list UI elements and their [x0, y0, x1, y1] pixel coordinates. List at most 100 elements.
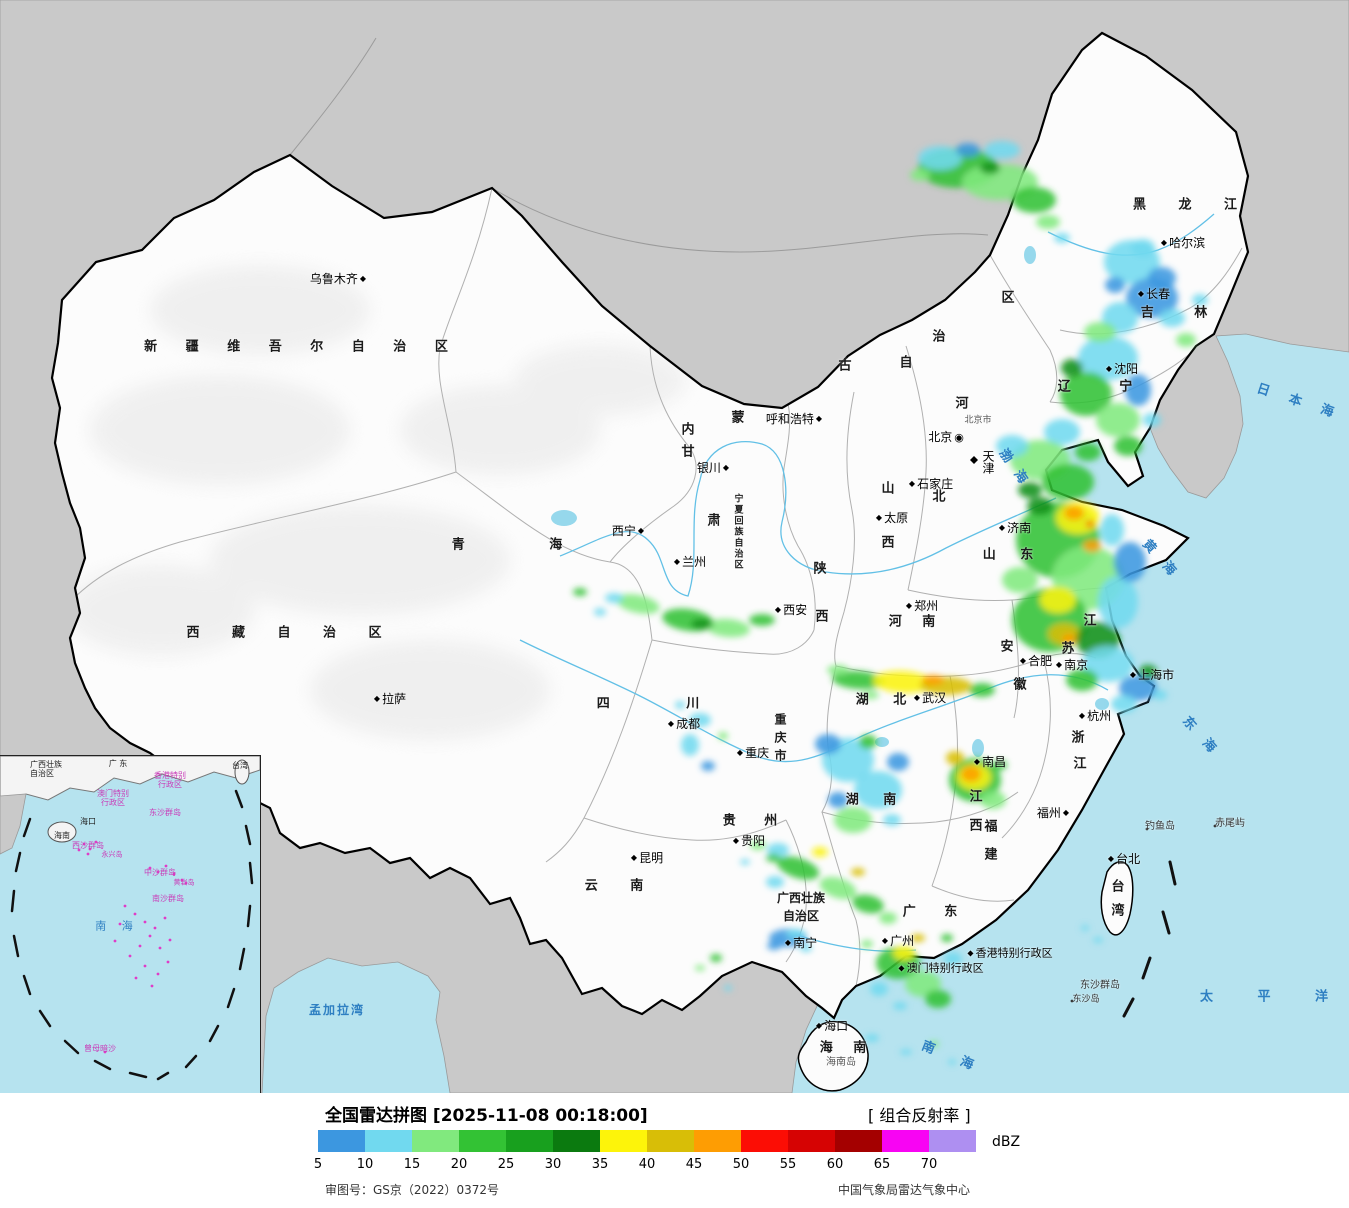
- inset-coast-land: [0, 756, 260, 805]
- south-china-sea-inset: 广西壮族 自治区广 东台湾 香港特别 行政区 澳门特别 行政区 东沙群岛 海口 海南 西沙群岛 永兴…: [0, 755, 261, 1093]
- china-radar-map: [0, 0, 1349, 1093]
- radar-echo: [1042, 464, 1094, 500]
- radar-echo: [865, 1034, 879, 1042]
- legend-swatch-60: [835, 1130, 882, 1152]
- radar-echo: [851, 868, 865, 876]
- radar-echo: [1012, 187, 1056, 213]
- radar-echo: [852, 894, 884, 914]
- radar-echo: [879, 912, 897, 924]
- radar-echo: [961, 766, 981, 782]
- radar-echo: [984, 141, 1020, 159]
- inset-map-geometry: [0, 756, 260, 1081]
- radar-echo: [701, 761, 715, 771]
- radar-echo: [1105, 277, 1125, 293]
- radar-echo: [766, 854, 780, 862]
- legend-tick-10: 10: [356, 1157, 374, 1172]
- radar-echo: [946, 751, 964, 765]
- radar-echo: [786, 929, 806, 939]
- radar-echo: [1119, 675, 1157, 701]
- radar-echo: [1096, 403, 1140, 437]
- radar-echo: [1125, 374, 1151, 406]
- data-source: 中国气象局雷达气象中心: [838, 1183, 971, 1197]
- legend-tick-60: 60: [826, 1157, 844, 1172]
- radar-echo: [929, 1041, 939, 1047]
- radar-echo: [675, 701, 685, 709]
- radar-echo: [767, 942, 781, 950]
- inset-hainan: [47, 821, 77, 843]
- radar-echo: [832, 670, 884, 690]
- radar-echo: [1143, 413, 1161, 427]
- radar-echo: [1036, 215, 1060, 229]
- radar-echo: [854, 771, 902, 809]
- legend-swatch-30: [553, 1130, 600, 1152]
- radar-echo: [706, 618, 750, 638]
- radar-echo: [1040, 587, 1076, 613]
- mongolia-russia-border: [491, 187, 989, 253]
- radar-echo: [1114, 436, 1142, 456]
- lakes: [551, 246, 1109, 757]
- radar-echo: [1139, 665, 1157, 679]
- radar-echo: [815, 734, 841, 754]
- radar-echo: [1018, 482, 1042, 498]
- taiwan-island: [1100, 861, 1134, 936]
- radar-echo: [956, 143, 980, 157]
- radar-echo: [861, 940, 873, 948]
- inset-vietnam-land: [0, 793, 27, 855]
- radar-echo: [948, 1059, 956, 1065]
- radar-echo: [980, 162, 1000, 174]
- terrain-shading: [65, 265, 685, 740]
- legend-swatch-5: [318, 1130, 365, 1152]
- hainan-island: [797, 1020, 869, 1092]
- radar-echo: [1002, 567, 1038, 593]
- radar-echo: [1153, 690, 1167, 700]
- inset-island-markers: [77, 840, 188, 1054]
- legend-tick-35: 35: [591, 1157, 609, 1172]
- radar-echo: [969, 683, 995, 697]
- radar-echo: [691, 619, 713, 629]
- map-title: 全国雷达拼图 [2025-11-08 00:18:00]: [325, 1106, 648, 1126]
- radar-echo: [710, 954, 722, 962]
- legend-swatch-35: [600, 1130, 647, 1152]
- radar-echo: [1060, 372, 1112, 416]
- kazakhstan-russia-border: [289, 37, 377, 156]
- radar-echo: [893, 1002, 907, 1010]
- radar-echo: [887, 753, 909, 771]
- radar-echo: [922, 675, 944, 685]
- radar-echo: [1084, 322, 1116, 342]
- legend-tick-5: 5: [313, 1157, 323, 1172]
- radar-echo: [616, 594, 660, 614]
- radar-echo: [819, 876, 857, 900]
- radar-echo: [718, 732, 728, 740]
- legend-panel: 全国雷达拼图 [2025-11-08 00:18:00] [ 组合反射率 ] d…: [0, 1093, 1349, 1208]
- legend-tick-20: 20: [450, 1157, 468, 1172]
- unit-label: dBZ: [992, 1134, 1021, 1150]
- radar-echo: [859, 735, 877, 749]
- colorbar-ticks: 5 10 15 20 25 30 35 40 45 50 55 60 65 70: [0, 1157, 1349, 1173]
- approval-number: 审图号：GS京（2022）0372号: [325, 1183, 499, 1197]
- radar-echo: [1061, 359, 1083, 377]
- legend-tick-40: 40: [638, 1157, 656, 1172]
- radar-echo: [1066, 669, 1098, 691]
- radar-echo: [980, 791, 1006, 809]
- legend-tick-15: 15: [403, 1157, 421, 1172]
- radar-echo: [766, 876, 784, 888]
- radar-echo: [681, 734, 699, 756]
- radar-echo: [918, 146, 962, 170]
- radar-echo: [905, 971, 941, 997]
- radar-echo: [767, 843, 789, 857]
- radar-echo: [594, 608, 606, 616]
- radar-echo: [1093, 937, 1103, 943]
- radar-echo: [925, 990, 951, 1008]
- radar-echo: [1078, 336, 1138, 380]
- legend-swatch-15: [412, 1130, 459, 1152]
- radar-echo: [695, 965, 705, 971]
- legend-swatch-65: [882, 1130, 929, 1152]
- legend-swatch-25: [506, 1130, 553, 1152]
- radar-echo: [750, 840, 766, 850]
- legend-swatch-10: [365, 1130, 412, 1152]
- radar-echo: [870, 982, 888, 996]
- radar-echo: [1131, 239, 1155, 257]
- radar-echo: [1176, 333, 1196, 347]
- radar-echo: [910, 169, 930, 181]
- radar-echo: [1044, 419, 1080, 445]
